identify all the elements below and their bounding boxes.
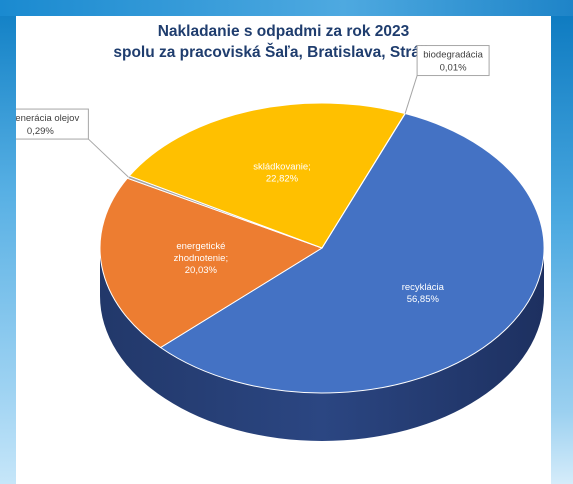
data-label-recyklacia: 56,85% bbox=[407, 294, 440, 305]
slice-name-skladkovanie: skládkovanie; bbox=[253, 162, 311, 173]
pie-slice-energeticke-zhodnotenie bbox=[99, 177, 324, 349]
chart-panel: Nakladanie s odpadmi za rok 2023 spolu z… bbox=[16, 16, 551, 484]
data-label-regeneracia-olejov: 0,29% bbox=[27, 126, 54, 137]
data-label-energeticke-zhodnotenie: 20,03% bbox=[185, 265, 218, 276]
callout-leader-regeneracia-olejov bbox=[88, 138, 129, 178]
pie-side-wall bbox=[100, 248, 544, 441]
callout-leader-biodegradacia bbox=[404, 75, 418, 114]
data-label-biodegradacia: 0,01% bbox=[440, 63, 467, 74]
chart-title-line2: spolu za pracoviská Šaľa, Bratislava, St… bbox=[113, 44, 454, 61]
background-top-band bbox=[0, 0, 573, 16]
slice-name-energeticke-zhodnotenie: energetické bbox=[176, 241, 225, 252]
slice-name-energeticke-zhodnotenie: zhodnotenie; bbox=[174, 253, 228, 264]
callout-box-regeneracia-olejov bbox=[16, 108, 89, 140]
pie-slice-skladkovanie bbox=[128, 102, 406, 249]
slice-name-regeneracia-olejov: regenerácia olejov bbox=[16, 113, 79, 124]
pie-slice-recyklacia bbox=[159, 112, 545, 394]
chart-title-line1: Nakladanie s odpadmi za rok 2023 bbox=[157, 23, 410, 40]
data-label-skladkovanie: 22,82% bbox=[266, 174, 299, 185]
pie-chart: recyklácia56,85%energetickézhodnotenie;2… bbox=[16, 45, 545, 441]
slice-name-biodegradacia: biodegradácia bbox=[423, 50, 483, 61]
slice-name-recyklacia: recyklácia bbox=[402, 282, 445, 293]
callout-box-biodegradacia bbox=[416, 45, 490, 77]
